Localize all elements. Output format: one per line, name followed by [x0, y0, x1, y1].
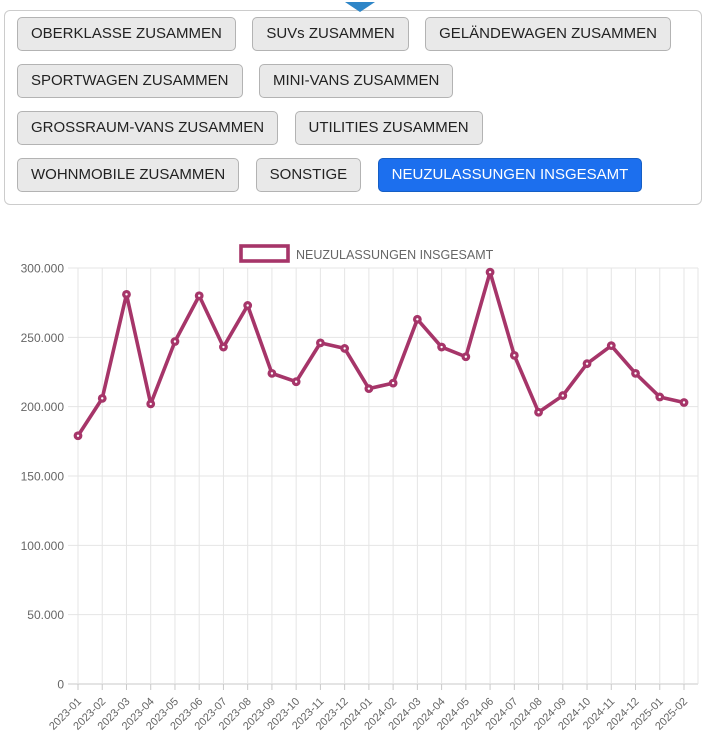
data-point-center — [416, 318, 419, 321]
y-axis-label: 200.000 — [21, 400, 65, 414]
category-filter-panel: OBERKLASSE ZUSAMMEN SUVs ZUSAMMEN GELÄND… — [4, 2, 702, 205]
data-point-center — [222, 345, 225, 349]
y-axis-label: 150.000 — [21, 470, 65, 484]
data-point-center — [658, 395, 661, 399]
chart-legend[interactable]: NEUZULASSUNGEN INSGESAMT — [239, 244, 494, 263]
data-point-center — [488, 270, 492, 274]
category-button-suvs-zusammen[interactable]: SUVs ZUSAMMEN — [252, 17, 409, 51]
neuzulassungen-line-chart[interactable]: 0 50.000 100.000 150.000 200.000 250.000 300.0… — [0, 232, 706, 746]
data-point-center — [634, 372, 637, 375]
data-point-center — [101, 397, 104, 400]
data-point-center — [246, 304, 249, 307]
data-point-center — [464, 355, 468, 358]
y-axis-label: 100.000 — [21, 539, 65, 553]
data-point-center — [513, 354, 516, 357]
legend-swatch[interactable] — [239, 244, 290, 263]
category-button-utilities-zusammen[interactable]: UTILITIES ZUSAMMEN — [294, 111, 483, 145]
y-axis-label: 250.000 — [21, 331, 65, 345]
data-point-center — [440, 345, 443, 349]
category-button-wohnmobile-zusammen[interactable]: WOHNMOBILE ZUSAMMEN — [17, 158, 240, 192]
data-point-center — [125, 293, 128, 296]
button-row-3: GROSSRAUM-VANS ZUSAMMEN UTILITIES ZUSAMM… — [17, 111, 689, 145]
button-row-4: WOHNMOBILE ZUSAMMEN SONSTIGE NEUZULASSUN… — [17, 158, 689, 192]
legend-label[interactable]: NEUZULASSUNGEN INSGESAMT — [296, 248, 494, 262]
data-point-center — [319, 341, 322, 345]
data-point-center — [270, 372, 274, 375]
data-point-center — [610, 344, 613, 347]
y-axis-label: 300.000 — [21, 262, 65, 276]
category-button-sonstige[interactable]: SONSTIGE — [255, 158, 362, 192]
data-point-center — [198, 294, 201, 297]
series-line — [76, 270, 686, 438]
data-point-center — [537, 411, 540, 414]
data-point-center — [294, 380, 298, 383]
category-button-neuzulassungen-insgesamt[interactable]: NEUZULASSUNGEN INSGESAMT — [377, 158, 643, 192]
triangle-down-icon[interactable] — [345, 2, 375, 12]
y-axis-label: 0 — [57, 678, 64, 692]
data-point-center — [391, 381, 395, 385]
category-button-oberklasse-zusammen[interactable]: OBERKLASSE ZUSAMMEN — [17, 17, 236, 51]
button-row-1: OBERKLASSE ZUSAMMEN SUVs ZUSAMMEN GELÄND… — [17, 17, 689, 51]
category-button-grossraum-vans-zusammen[interactable]: GROSSRAUM-VANS ZUSAMMEN — [17, 111, 279, 145]
data-point-center — [561, 394, 564, 397]
data-point-center — [682, 401, 686, 404]
data-point-center — [343, 347, 346, 350]
category-button-sportwagen-zusammen[interactable]: SPORTWAGEN ZUSAMMEN — [17, 64, 243, 98]
y-axis-label: 50.000 — [27, 608, 64, 622]
category-button-gelaendewagen-zusammen[interactable]: GELÄNDEWAGEN ZUSAMMEN — [425, 17, 671, 51]
data-point-center — [76, 434, 80, 437]
chart-container: 0 50.000 100.000 150.000 200.000 250.000 300.0… — [0, 232, 706, 746]
category-button-mini-vans-zusammen[interactable]: MINI-VANS ZUSAMMEN — [258, 64, 454, 98]
data-point-center — [149, 402, 152, 406]
button-row-2: SPORTWAGEN ZUSAMMEN MINI-VANS ZUSAMMEN — [17, 64, 689, 98]
data-point-center — [585, 362, 589, 365]
data-point-center — [367, 387, 371, 390]
data-point-center — [173, 340, 177, 343]
